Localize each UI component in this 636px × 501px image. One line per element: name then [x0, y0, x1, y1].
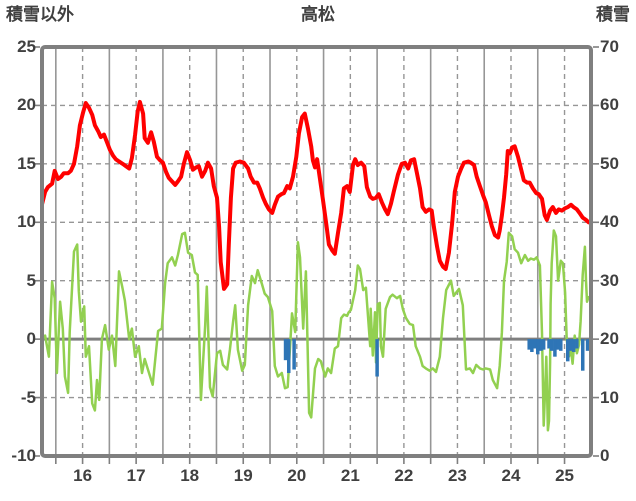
- left-axis-tick-label: 25: [17, 37, 36, 56]
- blue-bar: [530, 339, 534, 352]
- blue-bar: [575, 339, 579, 349]
- x-axis-tick-label: 20: [287, 466, 307, 485]
- right-axis-tick-label: 60: [600, 95, 619, 115]
- x-axis-tick-label: 24: [501, 466, 521, 485]
- blue-bar: [585, 339, 590, 351]
- blue-bar: [292, 339, 296, 370]
- right-axis-title: 積雪: [596, 5, 630, 24]
- blue-bar: [287, 339, 291, 374]
- x-axis-tick-label: 21: [340, 466, 360, 485]
- x-axis-tick-label: 22: [394, 466, 414, 485]
- blue-bar: [559, 339, 563, 351]
- right-axis-tick-label: 50: [600, 153, 619, 173]
- blue-bar: [571, 339, 576, 352]
- x-axis-tick-label: 25: [555, 466, 574, 485]
- x-axis-tick-label: 17: [126, 466, 146, 485]
- right-axis-tick-label: 0: [600, 446, 610, 465]
- blue-bar: [283, 339, 288, 361]
- line-green: [42, 229, 591, 432]
- chart-title: 高松: [301, 5, 335, 24]
- right-axis-tick-label: 30: [600, 270, 619, 290]
- left-axis-tick-label: -5: [20, 387, 36, 407]
- blue-bar: [527, 339, 531, 350]
- blue-bar: [569, 339, 573, 351]
- right-axis-tick-label: 10: [600, 387, 619, 407]
- left-axis-tick-label: 15: [17, 153, 36, 173]
- blue-bar: [541, 339, 546, 350]
- left-axis-tick-label: 0: [26, 329, 36, 349]
- blue-bar: [580, 339, 585, 371]
- blue-bar: [375, 339, 379, 377]
- left-axis-title: 積雪以外: [6, 5, 74, 24]
- x-axis-tick-label: 19: [233, 466, 253, 485]
- blue-bar: [556, 339, 560, 350]
- blue-bar: [533, 339, 537, 349]
- blue-bar: [566, 339, 570, 362]
- right-axis-tick-label: 20: [600, 329, 619, 349]
- line-red: [42, 99, 591, 291]
- blue-bar: [553, 339, 557, 357]
- plot-border: [40, 45, 593, 458]
- left-axis-tick-label: 5: [26, 270, 36, 290]
- x-axis-tick-label: 23: [447, 466, 467, 485]
- blue-bar: [547, 339, 551, 349]
- left-axis-tick-label: -10: [11, 446, 36, 465]
- blue-bar: [539, 339, 543, 351]
- left-axis-tick-label: 20: [17, 95, 36, 115]
- x-axis-tick-label: 16: [73, 466, 93, 485]
- right-axis-tick-label: 70: [600, 37, 619, 56]
- left-axis-tick-label: 10: [17, 212, 36, 232]
- blue-bar: [549, 339, 554, 351]
- blue-bar: [536, 339, 540, 355]
- right-axis-tick-label: 40: [600, 212, 619, 232]
- x-axis-tick-label: 18: [180, 466, 200, 485]
